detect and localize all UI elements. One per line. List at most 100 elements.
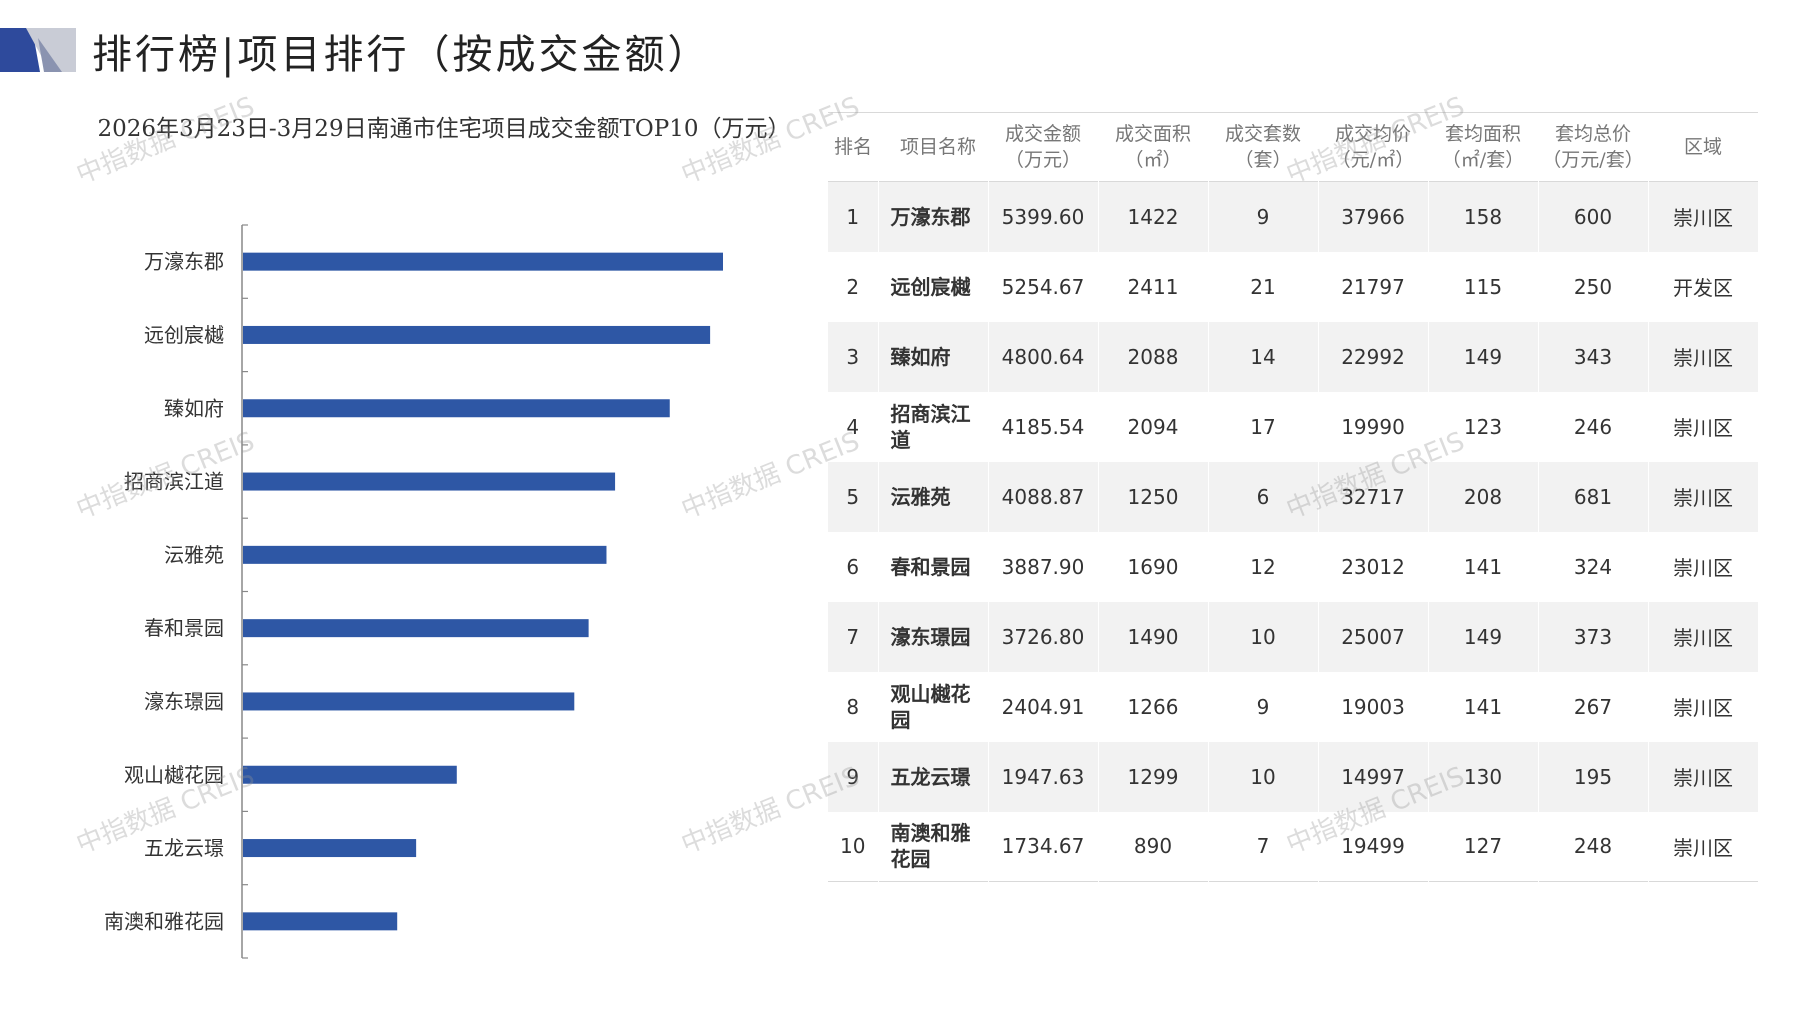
bar-8 — [243, 765, 457, 784]
value-cell: 1490 — [1098, 601, 1209, 672]
column-header: 区域 — [1683, 136, 1722, 158]
project-name-cell: 万濠东郡 — [878, 181, 989, 252]
value-cell: 32717 — [1318, 461, 1429, 532]
region-cell: 崇川区 — [1648, 461, 1759, 532]
value-cell: 1734.67 — [988, 811, 1099, 882]
value-cell: 19990 — [1318, 391, 1429, 462]
value-cell: 600 — [1538, 181, 1649, 252]
project-name-cell: 春和景园 — [878, 531, 989, 602]
table-row: 5 沄雅苑 4088.87 1250 6 32717 208 681 崇川区 — [828, 461, 1759, 532]
category-label: 南澳和雅花园 — [104, 909, 224, 933]
region-cell: 崇川区 — [1648, 741, 1759, 812]
chart-title: 2026年3月23日-3月29日南通市住宅项目成交金额TOP10（万元） — [97, 116, 791, 142]
value-cell: 2094 — [1098, 391, 1209, 462]
table-row: 8 观山樾花园 2404.91 1266 9 19003 141 267 崇川区 — [828, 671, 1759, 742]
column-header: 项目名称 — [900, 136, 977, 158]
value-cell: 21 — [1208, 251, 1319, 322]
page-title: 排行榜|项目排行（按成交金额） — [92, 32, 711, 78]
value-cell: 3726.80 — [988, 601, 1099, 672]
value-cell: 2088 — [1098, 321, 1209, 392]
value-cell: 1690 — [1098, 531, 1209, 602]
rank-cell: 4 — [828, 391, 879, 462]
table-header: 排名 项目名称 成交金额 （万元） 成交面积 （㎡） 成交套数 （套） 成交均价 （元/㎡） 套均面… — [828, 112, 1758, 182]
rank-cell: 9 — [828, 741, 879, 812]
category-label: 春和景园 — [144, 616, 224, 640]
value-cell: 1947.63 — [988, 741, 1099, 812]
logo-dark-shape — [0, 28, 40, 72]
table-row: 3 臻如府 4800.64 2088 14 22992 149 343 崇川区 — [828, 321, 1759, 392]
project-name-cell: 五龙云璟 — [878, 741, 989, 812]
project-name-cell: 远创宸樾 — [878, 251, 989, 322]
value-cell: 12 — [1208, 531, 1319, 602]
table-row: 2 远创宸樾 5254.67 2411 21 21797 115 250 开发区 — [828, 251, 1759, 322]
bar-1 — [243, 252, 723, 271]
category-label: 五龙云璟 — [144, 836, 224, 860]
category-label: 招商滨江道 — [124, 470, 224, 494]
region-cell: 崇川区 — [1648, 321, 1759, 392]
value-cell: 17 — [1208, 391, 1319, 462]
category-label: 远创宸樾 — [144, 323, 224, 347]
region-cell: 开发区 — [1648, 251, 1759, 322]
value-cell: 127 — [1428, 811, 1539, 882]
category-label: 濠东璟园 — [144, 689, 224, 713]
rank-cell: 6 — [828, 531, 879, 602]
bar-4 — [243, 472, 616, 491]
value-cell: 10 — [1208, 741, 1319, 812]
value-cell: 141 — [1428, 531, 1539, 602]
value-cell: 123 — [1428, 391, 1539, 462]
region-cell: 崇川区 — [1648, 811, 1759, 882]
value-cell: 2404.91 — [988, 671, 1099, 742]
category-label: 观山樾花园 — [124, 763, 224, 787]
value-cell: 5399.60 — [988, 181, 1099, 252]
bar-5 — [243, 545, 607, 564]
bar-6 — [243, 619, 589, 638]
value-cell: 37966 — [1318, 181, 1429, 252]
category-label: 沄雅苑 — [164, 543, 224, 567]
value-cell: 14 — [1208, 321, 1319, 392]
table-row: 7 濠东璟园 3726.80 1490 10 25007 149 373 崇川区 — [828, 601, 1759, 672]
bar-9 — [243, 839, 417, 858]
value-cell: 21797 — [1318, 251, 1429, 322]
table-row: 1 万濠东郡 5399.60 1422 9 37966 158 600 崇川区 — [828, 181, 1759, 252]
value-cell: 158 — [1428, 181, 1539, 252]
column-header: 套均面积 （㎡/套） — [1441, 123, 1525, 171]
value-cell: 681 — [1538, 461, 1649, 532]
table-row: 4 招商滨江道 4185.54 2094 17 19990 123 246 崇川区 — [828, 391, 1759, 462]
table-body: 1 万濠东郡 5399.60 1422 9 37966 158 600 崇川区 2 远创宸樾 5254… — [828, 181, 1759, 882]
value-cell: 19499 — [1318, 811, 1429, 882]
rank-cell: 1 — [828, 181, 879, 252]
project-name-cell: 观山樾花园 — [878, 671, 989, 742]
value-cell: 10 — [1208, 601, 1319, 672]
value-cell: 130 — [1428, 741, 1539, 812]
table-row: 10 南澳和雅花园 1734.67 890 7 19499 127 248 崇川区 — [828, 811, 1759, 882]
value-cell: 9 — [1208, 181, 1319, 252]
ranking-table: 排名 项目名称 成交金额 （万元） 成交面积 （㎡） 成交套数 （套） 成交均价 （元/㎡） 套均面… — [828, 112, 1759, 882]
rank-cell: 3 — [828, 321, 879, 392]
bar-10 — [243, 912, 398, 931]
logo-mid-shape — [38, 38, 62, 72]
value-cell: 9 — [1208, 671, 1319, 742]
category-label: 臻如府 — [164, 396, 224, 420]
column-header: 成交均价 （元/㎡） — [1331, 123, 1415, 171]
rank-cell: 5 — [828, 461, 879, 532]
table-row: 9 五龙云璟 1947.63 1299 10 14997 130 195 崇川区 — [828, 741, 1759, 812]
brand-logo — [0, 28, 76, 72]
project-name-cell: 南澳和雅花园 — [878, 811, 989, 882]
bar-chart: 万濠东郡远创宸樾臻如府招商滨江道沄雅苑春和景园濠东璟园观山樾花园五龙云璟南澳和雅… — [104, 224, 723, 959]
value-cell: 2411 — [1098, 251, 1209, 322]
value-cell: 890 — [1098, 811, 1209, 882]
project-name-cell: 臻如府 — [878, 321, 989, 392]
value-cell: 6 — [1208, 461, 1319, 532]
value-cell: 246 — [1538, 391, 1649, 462]
column-header: 成交面积 （㎡） — [1114, 123, 1191, 171]
bar-2 — [243, 325, 711, 344]
value-cell: 267 — [1538, 671, 1649, 742]
value-cell: 1299 — [1098, 741, 1209, 812]
value-cell: 373 — [1538, 601, 1649, 672]
value-cell: 324 — [1538, 531, 1649, 602]
region-cell: 崇川区 — [1648, 181, 1759, 252]
value-cell: 149 — [1428, 601, 1539, 672]
value-cell: 4185.54 — [988, 391, 1099, 462]
value-cell: 149 — [1428, 321, 1539, 392]
bar-7 — [243, 692, 575, 711]
